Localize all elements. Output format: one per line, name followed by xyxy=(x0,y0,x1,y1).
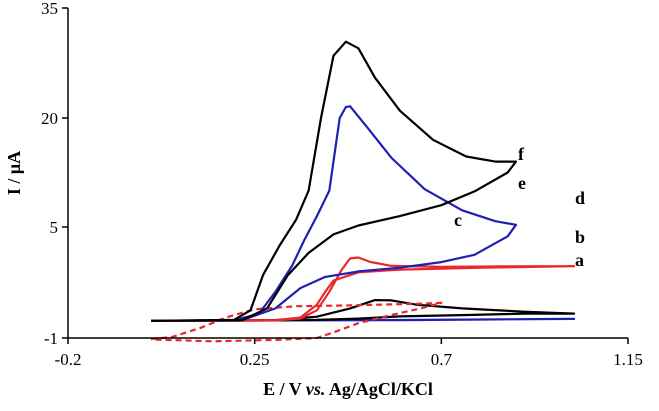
x-tick-label: -0.2 xyxy=(55,350,82,369)
tick-labels-layer: -1 5 20 35 -0.2 0.25 0.7 1.15 xyxy=(41,0,643,369)
axes-layer xyxy=(62,7,629,344)
curve-labels-layer: ab c d ef xyxy=(454,144,585,270)
y-tick-label: 20 xyxy=(41,109,58,128)
y-tick-label: -1 xyxy=(44,329,58,348)
axis-titles-layer: E / V vs. Ag/AgCl/KCl I / μA xyxy=(4,151,433,399)
curve-label-c: c xyxy=(454,210,462,230)
x-tick-label: 1.15 xyxy=(613,350,643,369)
curve-label-d: d xyxy=(575,188,585,208)
curves-layer xyxy=(150,40,576,343)
curve-label-b: b xyxy=(575,227,585,247)
curve-c xyxy=(150,301,443,343)
y-axis-title: I / μA xyxy=(4,151,24,195)
x-axis-title: E / V vs. Ag/AgCl/KCl xyxy=(263,379,433,399)
x-tick-label: 0.25 xyxy=(240,350,270,369)
curve-label-a: a xyxy=(575,250,584,270)
curve-e xyxy=(150,105,518,322)
curve-d xyxy=(150,256,576,322)
curve-f xyxy=(150,40,518,322)
x-tick-label: 0.7 xyxy=(431,350,453,369)
y-tick-label: 5 xyxy=(50,218,59,237)
curve-label-f: f xyxy=(518,144,525,164)
curve-label-e: e xyxy=(518,173,526,193)
y-tick-label: 35 xyxy=(41,0,58,18)
curve-b xyxy=(150,299,576,322)
